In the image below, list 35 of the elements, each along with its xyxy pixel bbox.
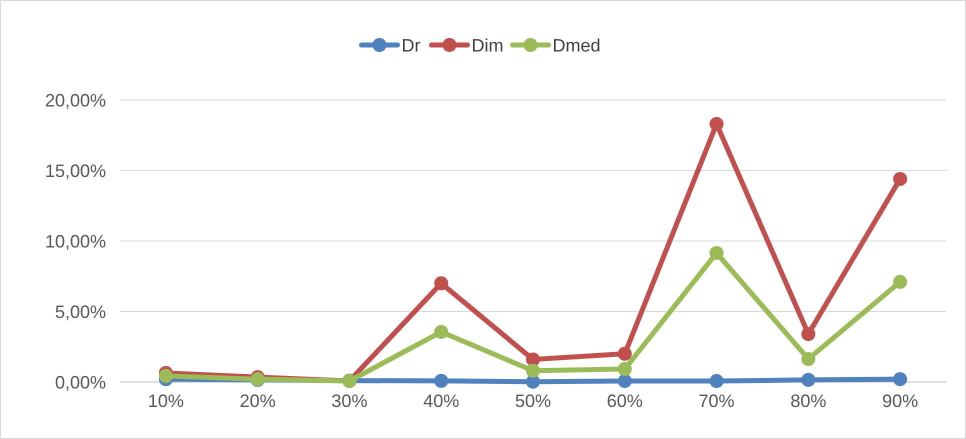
point: [710, 246, 724, 260]
point: [158, 368, 173, 383]
y-tick-label: 10,00%: [44, 231, 106, 252]
y-tick-label: 20,00%: [44, 90, 106, 110]
point: [801, 352, 816, 366]
point: [526, 352, 540, 366]
point: [801, 327, 816, 342]
y-tick-label: 0,00%: [54, 372, 106, 392]
x-tick-label: 10%: [148, 391, 184, 411]
point: [893, 172, 908, 186]
x-tick-label: 30%: [331, 391, 368, 411]
point: [893, 372, 908, 386]
x-tick-label: 80%: [790, 391, 826, 411]
x-tick-label: 20%: [240, 391, 276, 411]
point: [618, 374, 632, 388]
point: [434, 276, 448, 290]
legend-label: Dr: [402, 35, 420, 56]
legend-label: Dim: [472, 35, 504, 56]
x-tick-label: 40%: [423, 391, 460, 411]
point: [618, 362, 632, 376]
point: [801, 372, 816, 387]
point: [434, 324, 448, 339]
point: [710, 374, 724, 388]
y-tick-label: 5,00%: [54, 302, 106, 322]
x-tick-label: 60%: [606, 391, 643, 411]
point: [618, 346, 632, 361]
point: [434, 374, 448, 388]
legend-label: Dmed: [552, 35, 601, 56]
x-tick-label: 90%: [882, 391, 918, 411]
x-tick-label: 50%: [514, 391, 552, 411]
point: [710, 116, 724, 131]
point: [893, 274, 908, 289]
point: [526, 364, 540, 378]
x-tick-label: 70%: [698, 391, 735, 411]
y-tick-label: 15,00%: [44, 160, 106, 181]
